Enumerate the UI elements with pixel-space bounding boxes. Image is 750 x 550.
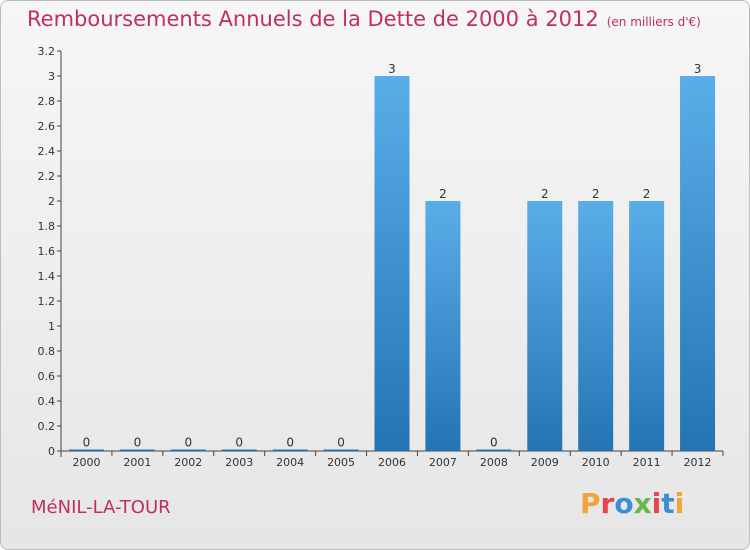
x-tick-label: 2001 bbox=[123, 456, 151, 469]
bar-value-label: 0 bbox=[134, 436, 142, 450]
chart-title-main: Remboursements Annuels de la Dette de 20… bbox=[27, 7, 599, 31]
bar-value-label: 3 bbox=[388, 62, 396, 76]
y-tick-label: 2.2 bbox=[38, 170, 56, 183]
bar bbox=[578, 201, 614, 451]
y-tick-label: 0.4 bbox=[38, 395, 56, 408]
logo-letter: r bbox=[600, 487, 615, 520]
logo-letter: t bbox=[661, 487, 675, 520]
bar-value-label: 0 bbox=[83, 436, 91, 450]
bar bbox=[170, 449, 206, 451]
bar-value-label: 2 bbox=[439, 187, 447, 201]
bar-value-label: 0 bbox=[490, 436, 498, 450]
y-tick-label: 2.4 bbox=[38, 145, 56, 158]
y-tick-label: 0.8 bbox=[38, 345, 56, 358]
bar-value-label: 3 bbox=[694, 62, 702, 76]
x-tick-label: 2000 bbox=[72, 456, 100, 469]
y-tick-label: 1.4 bbox=[38, 270, 56, 283]
x-tick-label: 2002 bbox=[174, 456, 202, 469]
logo-letter: i bbox=[651, 487, 662, 520]
y-tick-label: 3 bbox=[48, 70, 55, 83]
x-tick-label: 2012 bbox=[684, 456, 712, 469]
x-tick-label: 2005 bbox=[327, 456, 355, 469]
bar bbox=[527, 201, 563, 451]
chart-labels: 0 0 0 0 0 0 3 2 0 2 2 2 3 bbox=[83, 62, 702, 450]
bar-value-label: 2 bbox=[541, 187, 549, 201]
chart-title-unit: (en milliers d'€) bbox=[606, 15, 701, 29]
bar-value-label: 0 bbox=[337, 436, 345, 450]
commune-name: MéNIL-LA-TOUR bbox=[31, 497, 171, 518]
y-tick-label: 1.8 bbox=[38, 220, 56, 233]
y-tick-label: 0.6 bbox=[38, 370, 56, 383]
bar bbox=[272, 449, 308, 451]
bar bbox=[119, 449, 155, 451]
logo-letter: x bbox=[633, 487, 652, 520]
bar-value-label: 2 bbox=[643, 187, 651, 201]
y-tick-label: 1 bbox=[48, 320, 55, 333]
proxiti-logo: Proxiti bbox=[580, 487, 684, 520]
bar bbox=[221, 449, 257, 451]
x-tick-label: 2007 bbox=[429, 456, 457, 469]
bar-value-label: 0 bbox=[286, 436, 294, 450]
bar bbox=[323, 449, 359, 451]
bar-value-label: 2 bbox=[592, 187, 600, 201]
chart-axes: 0 0.2 0.4 0.6 0.8 1 1.2 1.4 1.6 1.8 2 2.2 2.4 2.6 2.8 3… bbox=[38, 45, 724, 469]
y-tick-label: 3.2 bbox=[38, 45, 56, 58]
logo-letter: i bbox=[674, 487, 685, 520]
x-tick-label: 2006 bbox=[378, 456, 406, 469]
bar-value-label: 0 bbox=[184, 436, 192, 450]
y-tick-label: 1.6 bbox=[38, 245, 56, 258]
y-tick-label: 2.8 bbox=[38, 95, 56, 108]
x-tick-label: 2003 bbox=[225, 456, 253, 469]
y-tick-label: 0 bbox=[48, 445, 55, 458]
y-tick-label: 1.2 bbox=[38, 295, 56, 308]
logo-letter: P bbox=[580, 487, 601, 520]
bar bbox=[425, 201, 461, 451]
y-tick-label: 2.6 bbox=[38, 120, 56, 133]
chart-bars bbox=[68, 76, 716, 451]
x-tick-label: 2011 bbox=[633, 456, 661, 469]
y-tick-label: 2 bbox=[48, 195, 55, 208]
y-tick-label: 0.2 bbox=[38, 420, 56, 433]
bar bbox=[629, 201, 665, 451]
chart-title: Remboursements Annuels de la Dette de 20… bbox=[27, 7, 701, 31]
bar bbox=[374, 76, 410, 451]
logo-letter: o bbox=[614, 487, 634, 520]
x-tick-label: 2010 bbox=[582, 456, 610, 469]
x-tick-label: 2009 bbox=[531, 456, 559, 469]
bar-value-label: 0 bbox=[235, 436, 243, 450]
bar bbox=[476, 449, 512, 451]
bar bbox=[68, 449, 104, 451]
x-tick-label: 2008 bbox=[480, 456, 508, 469]
bar bbox=[680, 76, 716, 451]
x-tick-label: 2004 bbox=[276, 456, 304, 469]
